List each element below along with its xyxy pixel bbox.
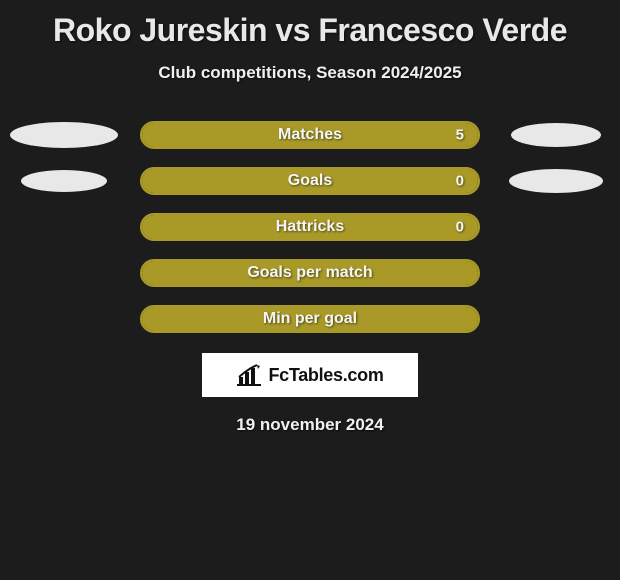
stat-value-right: 0 (456, 219, 464, 236)
bar-chart-icon (236, 364, 262, 386)
stat-row: Goals 0 (0, 167, 620, 195)
player1-name: Roko Jureskin (53, 12, 267, 48)
stat-rows: Matches 5 Goals 0 Hattricks 0 Goals per match M… (0, 121, 620, 333)
stat-row: Goals per match (0, 259, 620, 287)
comparison-title: Roko Jureskin vs Francesco Verde (0, 0, 620, 49)
stat-bar: Goals per match (140, 259, 480, 287)
stat-bar: Matches 5 (140, 121, 480, 149)
stat-row: Matches 5 (0, 121, 620, 149)
brand-text: FcTables.com (268, 365, 383, 386)
stat-label: Hattricks (276, 218, 344, 236)
date-stamp: 19 november 2024 (0, 415, 620, 435)
stat-value-right: 5 (456, 127, 464, 144)
player2-name: Francesco Verde (318, 12, 567, 48)
stat-bar: Goals 0 (140, 167, 480, 195)
player2-stat-ellipse (511, 123, 601, 147)
player2-stat-ellipse (509, 169, 603, 193)
stat-row: Min per goal (0, 305, 620, 333)
stat-label: Matches (278, 126, 342, 144)
subtitle: Club competitions, Season 2024/2025 (0, 63, 620, 83)
brand-badge: FcTables.com (202, 353, 418, 397)
stat-label: Min per goal (263, 310, 357, 328)
vs-separator: vs (275, 12, 310, 48)
stat-bar: Hattricks 0 (140, 213, 480, 241)
player1-stat-ellipse (10, 122, 118, 148)
player1-stat-ellipse (21, 170, 107, 192)
stat-bar: Min per goal (140, 305, 480, 333)
stat-row: Hattricks 0 (0, 213, 620, 241)
stat-value-right: 0 (456, 173, 464, 190)
stat-label: Goals (288, 172, 332, 190)
stat-label: Goals per match (247, 264, 372, 282)
